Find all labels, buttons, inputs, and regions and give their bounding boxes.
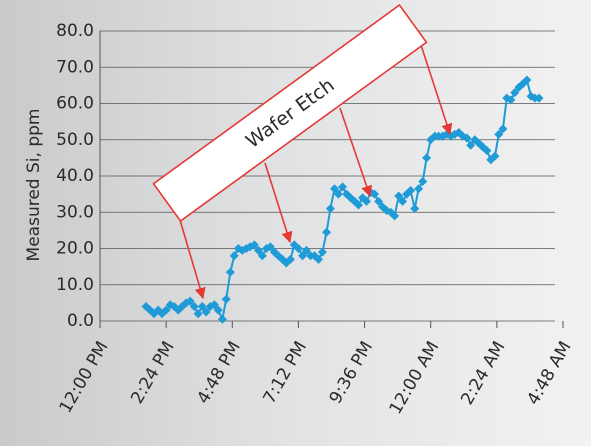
data-point <box>185 296 195 306</box>
data-point <box>265 242 275 252</box>
y-tick-label: 40.0 <box>56 166 94 186</box>
data-point <box>414 184 424 194</box>
data-point <box>462 133 472 143</box>
y-tick-label: 50.0 <box>56 130 94 150</box>
annotation-arrow <box>264 162 293 244</box>
data-point <box>325 204 335 214</box>
y-tick-label: 30.0 <box>56 202 94 222</box>
data-point <box>490 151 500 161</box>
data-point <box>410 204 420 214</box>
data-point <box>422 153 432 163</box>
data-point <box>217 314 227 324</box>
y-tick-label: 0.0 <box>67 311 94 331</box>
data-point <box>249 240 259 250</box>
data-point <box>201 307 211 317</box>
data-point <box>229 251 239 261</box>
data-point <box>317 247 327 257</box>
annotation-box <box>152 3 428 223</box>
y-tick-label: 20.0 <box>56 239 94 259</box>
data-point <box>257 251 267 261</box>
data-point <box>374 196 384 206</box>
data-point <box>390 211 400 221</box>
data-point <box>213 305 223 315</box>
data-point <box>322 227 332 237</box>
data-point <box>298 251 308 261</box>
data-point <box>253 245 263 255</box>
data-point <box>301 245 311 255</box>
data-point <box>333 189 343 199</box>
data-point <box>494 129 504 139</box>
data-point <box>221 294 231 304</box>
data-point <box>506 95 516 105</box>
data-point <box>482 146 492 156</box>
y-axis-label: Measured Si, ppm <box>24 109 44 262</box>
data-point <box>498 124 508 134</box>
data-point <box>197 302 207 311</box>
y-tick-label: 80.0 <box>56 21 94 41</box>
data-point <box>466 140 476 150</box>
data-point <box>193 309 203 319</box>
data-point <box>398 196 408 206</box>
annotation-arrow <box>419 41 453 136</box>
data-point <box>161 305 171 315</box>
data-point <box>362 196 372 206</box>
data-point <box>418 176 428 186</box>
annotation-arrow <box>179 219 206 300</box>
data-point <box>406 186 416 195</box>
data-point <box>293 244 303 253</box>
data-point <box>354 200 364 210</box>
data-point <box>189 302 199 311</box>
y-tick-label: 70.0 <box>56 57 94 77</box>
data-point <box>522 75 532 85</box>
data-point <box>534 93 544 103</box>
data-point <box>510 88 520 98</box>
data-point <box>394 191 404 201</box>
y-tick-label: 10.0 <box>56 275 94 295</box>
data-point <box>285 254 295 264</box>
plot <box>141 75 544 324</box>
data-point <box>314 254 324 264</box>
data-point <box>338 182 348 192</box>
data-point <box>369 189 379 199</box>
y-tick-label: 60.0 <box>56 94 94 114</box>
data-point <box>225 267 235 277</box>
data-point <box>209 300 219 310</box>
annotation-arrow <box>339 107 373 198</box>
data-point <box>330 184 340 194</box>
